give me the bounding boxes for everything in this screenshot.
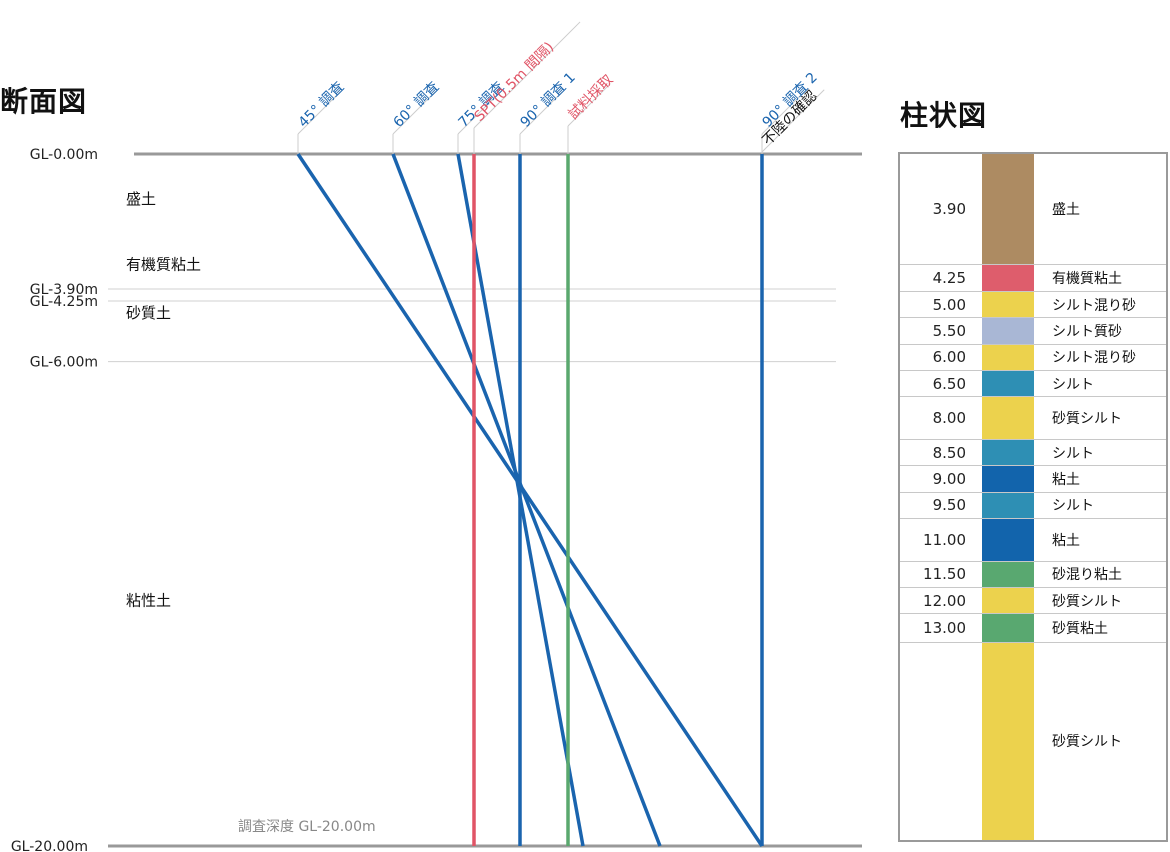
layer-name: シルト質砂 xyxy=(1052,323,1122,340)
leader-line xyxy=(392,91,436,135)
layer-name: 砂質シルト xyxy=(1052,734,1122,751)
layer-depth: 13.00 xyxy=(923,619,966,638)
column-row: 8.00 砂質シルト xyxy=(900,396,1166,439)
column-diagram: 3.90 盛土 4.25 有機質粘土 5.00 シルト混り砂 5.50 シルト質砂 6.00 シル… xyxy=(898,152,1168,842)
column-row: 11.50 砂混り粘土 xyxy=(900,560,1166,588)
layer-swatch xyxy=(982,614,1034,642)
layer-depth: 9.50 xyxy=(932,496,966,515)
layer-name: 砂混り粘土 xyxy=(1052,567,1122,584)
layer-depth: 6.00 xyxy=(932,348,966,367)
column-row: 3.90 盛土 xyxy=(900,154,1166,265)
column-row: 4.25 有機質粘土 xyxy=(900,264,1166,291)
layer-name: 粘土 xyxy=(1052,472,1080,489)
layer-name: 砂質シルト xyxy=(1052,411,1122,428)
layer-name: シルト混り砂 xyxy=(1052,350,1136,367)
column-row: 8.50 シルト xyxy=(900,438,1166,466)
survey-line-label: 45° 調査 xyxy=(296,79,348,131)
layer-label: 有機質粘土 xyxy=(126,256,201,274)
survey-line-label: 60° 調査 xyxy=(391,79,443,131)
layer-swatch xyxy=(982,588,1034,614)
leader-line xyxy=(297,91,341,135)
layer-swatch xyxy=(982,397,1034,439)
layer-name: 粘土 xyxy=(1052,532,1080,549)
layer-depth: 5.00 xyxy=(932,295,966,314)
layer-swatch xyxy=(982,318,1034,344)
column-row: 5.00 シルト混り砂 xyxy=(900,290,1166,318)
layer-name: 有機質粘土 xyxy=(1052,271,1122,288)
layer-swatch xyxy=(982,439,1034,466)
layer-swatch xyxy=(982,642,1034,840)
survey-line xyxy=(391,153,662,847)
column-row: 6.00 シルト混り砂 xyxy=(900,343,1166,371)
layer-depth: 11.50 xyxy=(923,565,966,584)
layer-swatch xyxy=(982,519,1034,561)
layer-swatch xyxy=(982,344,1034,371)
survey-depth-label: 調査深度 GL-20.00m xyxy=(238,819,376,835)
leader-line xyxy=(473,21,581,129)
layer-depth: 8.00 xyxy=(932,409,966,428)
layer-swatch xyxy=(982,371,1034,397)
layer-label: 粘性土 xyxy=(126,591,171,609)
layer-depth: 5.50 xyxy=(932,321,966,340)
layer-name: 砂質粘土 xyxy=(1052,621,1108,638)
depth-label: GL-3.90m xyxy=(30,282,98,298)
layer-depth: 6.50 xyxy=(932,374,966,393)
layer-swatch xyxy=(982,154,1034,265)
layer-swatch xyxy=(982,492,1034,519)
column-row: 11.00 粘土 xyxy=(900,518,1166,561)
column-row: 6.50 シルト xyxy=(900,370,1166,397)
layer-label: 盛土 xyxy=(126,190,156,208)
layer-swatch xyxy=(982,291,1034,318)
leader-line xyxy=(519,91,563,135)
column-row: 9.50 シルト xyxy=(900,491,1166,519)
layer-swatch xyxy=(982,561,1034,588)
layer-depth: 3.90 xyxy=(932,200,966,219)
leader-line xyxy=(457,91,501,135)
layer-depth: 9.00 xyxy=(932,470,966,489)
section-title: 断面図 xyxy=(0,85,88,118)
layer-label: 砂質土 xyxy=(126,304,171,322)
layer-name: シルト混り砂 xyxy=(1052,297,1136,314)
layer-name: 盛土 xyxy=(1052,202,1080,219)
leader-line xyxy=(567,83,611,127)
layer-swatch xyxy=(982,265,1034,291)
layer-depth: 11.00 xyxy=(923,530,966,549)
layer-name: シルト xyxy=(1052,498,1094,515)
column-row: 12.00 砂質シルト xyxy=(900,587,1166,614)
layer-depth: 4.25 xyxy=(932,269,966,288)
layer-name: シルト xyxy=(1052,445,1094,462)
layer-depth: 12.00 xyxy=(923,591,966,610)
depth-label: GL-0.00m xyxy=(30,147,98,163)
survey-line xyxy=(296,153,764,847)
column-row: 13.00 砂質粘土 xyxy=(900,613,1166,642)
depth-label: GL-6.00m xyxy=(30,355,98,371)
column-row: 5.50 シルト質砂 xyxy=(900,317,1166,344)
depth-label: GL-4.25m xyxy=(30,294,98,310)
layer-swatch xyxy=(982,466,1034,492)
leader-line xyxy=(761,91,805,135)
column-title: 柱状図 xyxy=(900,99,988,132)
depth-label: GL-20.00m xyxy=(11,839,88,852)
column-row: 砂質シルト xyxy=(900,641,1166,840)
layer-name: 砂質シルト xyxy=(1052,593,1122,610)
column-row: 9.00 粘土 xyxy=(900,465,1166,492)
leader-line xyxy=(761,89,825,153)
layer-depth: 8.50 xyxy=(932,443,966,462)
layer-name: シルト xyxy=(1052,376,1094,393)
